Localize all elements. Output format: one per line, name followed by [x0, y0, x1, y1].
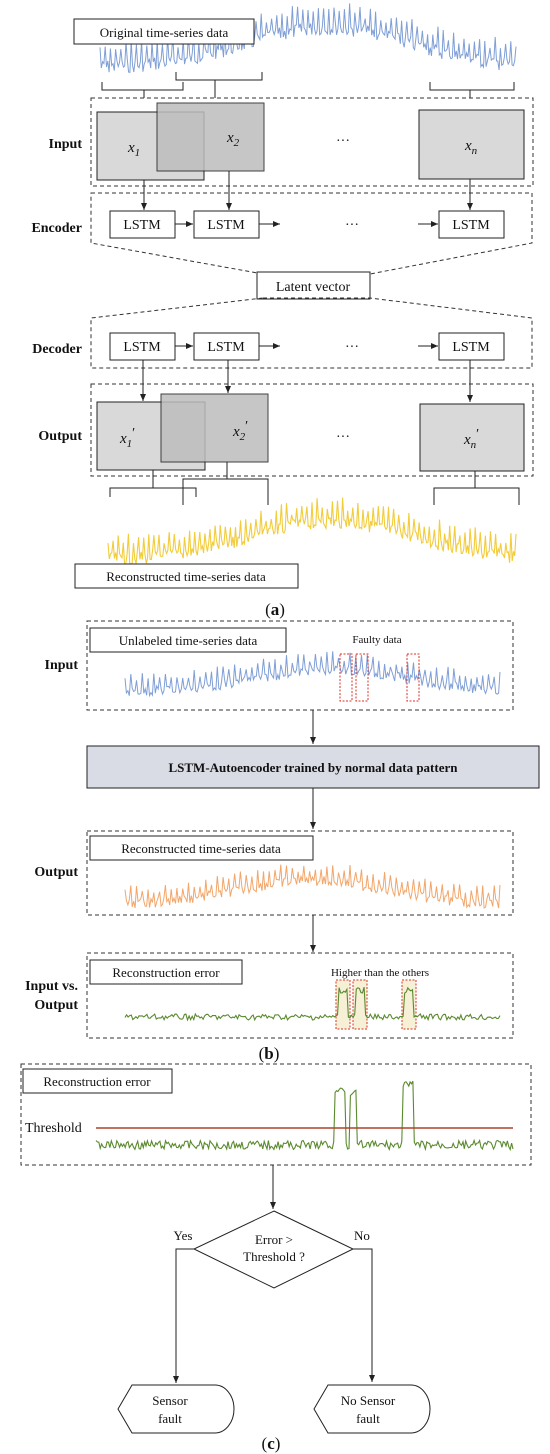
unlabeled-data-box	[89, 627, 287, 653]
caption-b: (b)	[259, 1044, 280, 1063]
b-input-row-label: Input	[45, 658, 79, 673]
decoder-container	[90, 297, 533, 369]
input-ellipsis: ···	[336, 134, 350, 149]
x1p-label: x1′	[119, 426, 135, 450]
output-ellipsis: ···	[336, 430, 350, 445]
yes-label: Yes	[174, 1228, 193, 1243]
decision-diamond	[192, 1210, 355, 1289]
threshold-label: Threshold	[25, 1121, 82, 1136]
b-compare-row-label-1: Input vs.	[25, 979, 78, 994]
decoder-lstm-1-label: LSTM	[123, 340, 161, 355]
xn-label: xn	[464, 138, 478, 157]
reconstructed-series-line	[107, 497, 517, 566]
sensor-fault-line-1: Sensor	[152, 1393, 188, 1408]
original-data-label: Original time-series data	[100, 25, 229, 40]
sensor-fault-line-2: fault	[158, 1411, 182, 1426]
input-container	[90, 97, 534, 187]
b-error-series-line	[124, 986, 501, 1022]
c-error-container	[20, 1063, 532, 1166]
xn-window	[418, 109, 525, 180]
encoder-row-label: Encoder	[31, 221, 82, 236]
latent-vector-label: Latent vector	[276, 280, 351, 295]
decoder-row-label: Decoder	[32, 342, 82, 357]
x2p-window	[160, 393, 269, 463]
x1-label: x1	[127, 140, 140, 159]
decoder-lstm-2-label: LSTM	[207, 340, 245, 355]
higher-label: Higher than the others	[331, 967, 429, 979]
encoder-lstm-2	[193, 210, 260, 239]
x2-label: x2	[226, 130, 240, 149]
encoder-lstm-2-label: LSTM	[207, 218, 245, 233]
reconstructed-data-box	[74, 563, 299, 589]
b-error-box	[89, 959, 243, 985]
decision-line-2: Threshold ?	[243, 1249, 305, 1264]
caption-c: (c)	[262, 1434, 281, 1453]
no-fault-line-1: No Sensor	[341, 1393, 396, 1408]
original-series-line	[99, 3, 517, 74]
no-label: No	[354, 1228, 370, 1243]
higher-box-1	[335, 979, 351, 1030]
b-input-series-line	[124, 651, 501, 698]
sensor-fault-terminal	[117, 1384, 235, 1434]
b-reconstructed-box	[89, 835, 314, 861]
x2-window	[156, 102, 265, 172]
panel-c: Reconstruction error Threshold Error > T…	[20, 1063, 532, 1453]
output-row-label: Output	[38, 429, 82, 444]
c-error-series-line	[95, 1080, 514, 1152]
decoder-lstm-n	[438, 332, 505, 361]
latent-vector-box	[256, 271, 371, 300]
window-brackets-bottom	[109, 462, 520, 505]
lstm-autoencoder-label: LSTM-Autoencoder trained by normal data …	[168, 760, 458, 775]
encoder-lstm-1-label: LSTM	[123, 218, 161, 233]
c-error-label: Reconstruction error	[43, 1074, 151, 1089]
faulty-box-2	[355, 653, 369, 702]
decoder-ellipsis: ···	[345, 340, 359, 355]
c-error-box	[22, 1068, 173, 1094]
b-reconstructed-label: Reconstructed time-series data	[121, 841, 281, 856]
caption-a: (a)	[265, 600, 285, 619]
faulty-box-1	[339, 653, 353, 702]
encoder-ellipsis: ···	[345, 218, 359, 233]
b-output-container	[86, 830, 514, 916]
x2p-label: x2′	[232, 419, 248, 443]
b-error-container	[86, 952, 514, 1039]
window-brackets-top	[101, 72, 515, 98]
decision-line-1: Error >	[255, 1232, 293, 1247]
panel-a: Original time-series data Input x1 x2 ··…	[31, 3, 534, 619]
panel-b: Input Unlabeled time-series data Faulty …	[25, 620, 540, 1063]
b-output-row-label: Output	[34, 865, 78, 880]
input-row-label: Input	[49, 137, 83, 152]
xnp-window	[419, 403, 525, 472]
b-compare-row-label-2: Output	[34, 998, 78, 1013]
encoder-lstm-n-label: LSTM	[452, 218, 490, 233]
no-fault-line-2: fault	[356, 1411, 380, 1426]
b-error-label: Reconstruction error	[112, 965, 220, 980]
unlabeled-data-label: Unlabeled time-series data	[119, 633, 258, 648]
xnp-label: xn′	[463, 427, 479, 451]
no-sensor-fault-terminal	[313, 1384, 431, 1434]
decoder-lstm-n-label: LSTM	[452, 340, 490, 355]
encoder-container	[90, 192, 533, 275]
encoder-lstm-1	[109, 210, 176, 239]
encoder-lstm-n	[438, 210, 505, 239]
decoder-lstm-1	[109, 332, 176, 361]
reconstructed-data-label: Reconstructed time-series data	[106, 569, 266, 584]
b-output-series-line	[124, 864, 501, 909]
faulty-box-3	[406, 653, 420, 702]
output-container	[90, 383, 534, 477]
original-data-box	[73, 18, 255, 45]
b-input-container	[86, 620, 514, 711]
faulty-data-label: Faulty data	[352, 634, 401, 646]
lstm-autoencoder-block	[86, 745, 540, 789]
